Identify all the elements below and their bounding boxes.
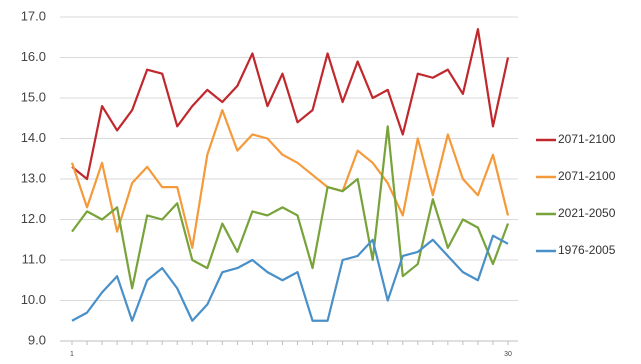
series-line bbox=[70, 109, 510, 249]
y-tick-label: 11.0 bbox=[22, 251, 46, 266]
legend-label: 2071-2100 bbox=[558, 132, 616, 146]
y-tick-label: 15.0 bbox=[21, 89, 46, 104]
series-line bbox=[71, 234, 509, 322]
y-tick-label: 12.0 bbox=[21, 211, 46, 226]
y-tick-label: 10.0 bbox=[21, 292, 46, 307]
x-tick-label: 1 bbox=[70, 351, 74, 358]
x-tick-label: 30 bbox=[504, 351, 512, 358]
y-tick-label: 16.0 bbox=[21, 49, 46, 64]
y-tick-label: 14.0 bbox=[21, 130, 46, 145]
series-line bbox=[71, 28, 510, 181]
series-line bbox=[71, 125, 510, 290]
y-tick-label: 9.0 bbox=[28, 332, 46, 347]
legend-label: 1976-2005 bbox=[558, 243, 616, 257]
legend-label: 2071-2100 bbox=[558, 169, 616, 183]
y-tick-label: 13.0 bbox=[21, 170, 46, 185]
y-tick-label: 17.0 bbox=[21, 8, 46, 23]
legend-label: 2021-2050 bbox=[558, 206, 616, 220]
